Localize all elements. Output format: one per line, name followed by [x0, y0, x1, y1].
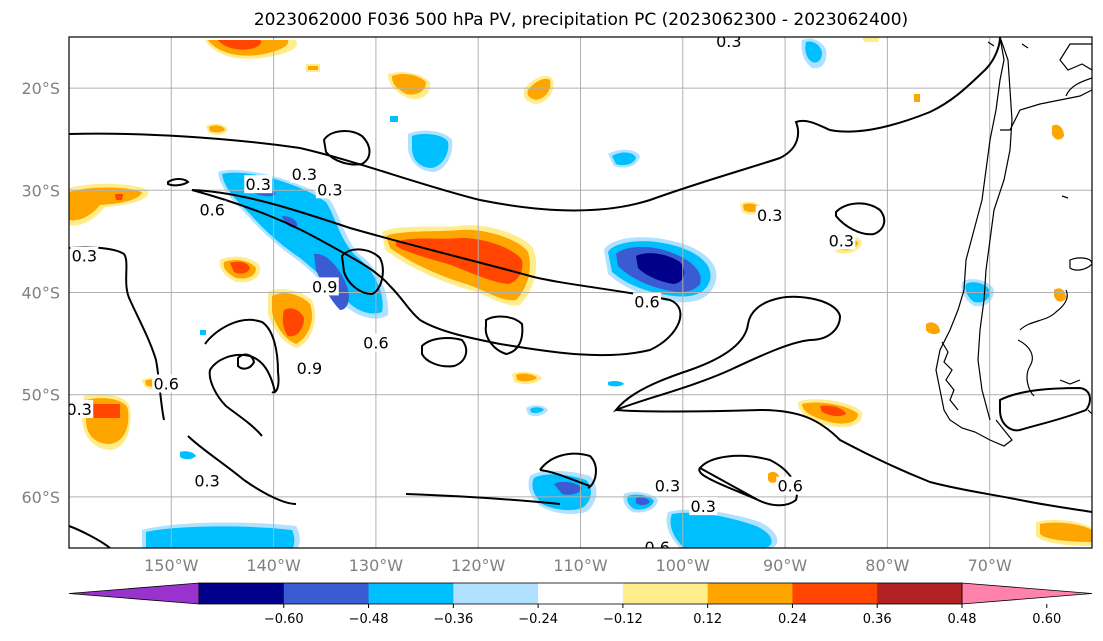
colorbar-extend-low — [68, 582, 200, 605]
contour-label-bg — [70, 246, 99, 265]
contour-label-bg — [69, 400, 94, 419]
contour-label: 0.9 — [297, 359, 322, 378]
colorbar-tick-label: −0.12 — [603, 612, 643, 627]
contour-label: 0.3 — [194, 472, 219, 491]
colorbar-segment — [622, 583, 709, 604]
contour-label-bg — [361, 333, 390, 352]
contour-label: 0.3 — [317, 180, 342, 199]
contour-label: 0.3 — [655, 477, 680, 496]
contour-label: 0.3 — [829, 231, 854, 250]
map-area: 0.30.30.30.30.60.90.60.90.60.30.3 0.30.30… — [67, 32, 1092, 557]
colorbar-tick-label: 0.48 — [948, 612, 977, 627]
precip-positive-regions — [69, 37, 1092, 546]
pv-contour-0.6-a — [191, 189, 682, 357]
contour-label-bg — [689, 497, 718, 516]
contour-label: 0.3 — [757, 206, 782, 225]
contour-label-bg — [714, 37, 743, 51]
colorbar-tick-label: −0.48 — [349, 612, 389, 627]
axis-ticks: 20°S 30°S 40°S 50°S 60°S 150°W 140°W 130°W 120°W… — [21, 79, 1011, 575]
contour-label-bg — [755, 205, 784, 224]
contour-label-bg — [244, 175, 273, 194]
lon-tick-label: 110°W — [553, 556, 608, 575]
coastlines — [935, 37, 1092, 447]
lat-tick-label: 50°S — [21, 386, 60, 405]
contour-label-bg — [653, 476, 682, 495]
colorbar-segment — [283, 583, 370, 604]
contour-label: 0.6 — [199, 201, 224, 220]
lat-tick-label: 30°S — [21, 181, 60, 200]
colorbar-segment — [453, 583, 539, 604]
south-america-coast-west — [935, 37, 1013, 447]
contour-label: 0.6 — [634, 293, 659, 312]
contour-label-bg — [776, 476, 805, 495]
pv-contour-0.6-mid — [204, 318, 280, 394]
contour-label: 0.3 — [292, 165, 317, 184]
colorbar-extend-high — [961, 582, 1093, 605]
contour-label: 0.6 — [153, 374, 178, 393]
lon-tick-label: 120°W — [451, 556, 506, 575]
colorbar-segment — [877, 583, 963, 604]
colorbar-tick-label: −0.60 — [264, 612, 304, 627]
contour-label: 0.6 — [644, 538, 669, 557]
precip-negative-regions — [142, 38, 994, 548]
colorbar-tick-label: 0.24 — [778, 612, 807, 627]
gridlines — [69, 37, 1092, 548]
contour-label-bg — [295, 359, 324, 378]
contour-label-bg — [290, 164, 319, 183]
contour-label: 0.3 — [67, 400, 92, 419]
pv-contour-0.6-ring — [484, 315, 524, 356]
lon-tick-label: 90°W — [763, 556, 807, 575]
lon-tick-label: 100°W — [656, 556, 711, 575]
lat-tick-label: 40°S — [21, 284, 60, 303]
contour-label: 0.6 — [363, 334, 388, 353]
pv-contours — [69, 37, 1092, 548]
colorbar-tick-label: −0.36 — [433, 612, 473, 627]
figure-title: 2023062000 F036 500 hPa PV, precipitatio… — [254, 10, 908, 30]
contour-label: 0.3 — [716, 32, 741, 51]
map-frame — [68, 36, 1093, 549]
contour-label-bg — [152, 374, 181, 393]
colorbar-segment — [792, 583, 878, 604]
lon-tick-label: 80°W — [865, 556, 909, 575]
pv-contour-0.6-low — [999, 386, 1091, 432]
colorbar-segment — [368, 583, 454, 604]
andes-border — [977, 37, 1013, 421]
contour-label-bg — [632, 292, 661, 311]
lat-tick-label: 20°S — [21, 79, 60, 98]
colorbar-tick-label: −0.24 — [518, 612, 558, 627]
colorbar: −0.60 −0.48 −0.36 −0.24 −0.12 0.12 0.24 0.36 0.4… — [68, 582, 1093, 627]
pv-contour-0.3-south — [69, 525, 111, 548]
colorbar-segment — [538, 583, 624, 604]
contour-label: 0.3 — [72, 247, 97, 266]
contour-label: 0.3 — [691, 497, 716, 516]
pv-contour-0.3-north — [69, 37, 1001, 212]
lon-tick-label: 150°W — [144, 556, 199, 575]
contour-label-bg — [643, 538, 672, 548]
pv-contour-0.9-ring-a — [340, 248, 384, 296]
colorbar-tick-label: 0.36 — [863, 612, 892, 627]
contour-label: 0.9 — [312, 277, 337, 296]
contour-label-bg — [827, 231, 856, 250]
contour-label-bg — [315, 180, 344, 199]
contour-label-bg — [193, 471, 222, 490]
contour-label-bg — [198, 200, 227, 219]
pv-contour-0.9-ring-b — [421, 337, 468, 368]
contour-labels: 0.30.30.30.30.60.90.60.90.60.30.3 0.30.30… — [67, 32, 856, 557]
pv-contour-0.6-east — [612, 295, 842, 413]
colorbar-segment — [199, 583, 285, 604]
south-america-coast-east — [1000, 89, 1092, 131]
colorbar-tick-label: 0.60 — [1032, 612, 1061, 627]
colorbar-tick-label: 0.12 — [693, 612, 722, 627]
lat-tick-label: 60°S — [21, 488, 60, 507]
contour-label: 0.6 — [777, 477, 802, 496]
lon-tick-label: 130°W — [349, 556, 404, 575]
lon-tick-label: 140°W — [246, 556, 301, 575]
colorbar-segment — [707, 583, 793, 604]
lon-tick-label: 70°W — [968, 556, 1012, 575]
colorbar-frame — [198, 582, 963, 605]
contour-label: 0.3 — [246, 175, 271, 194]
contour-label-bg — [310, 277, 339, 296]
